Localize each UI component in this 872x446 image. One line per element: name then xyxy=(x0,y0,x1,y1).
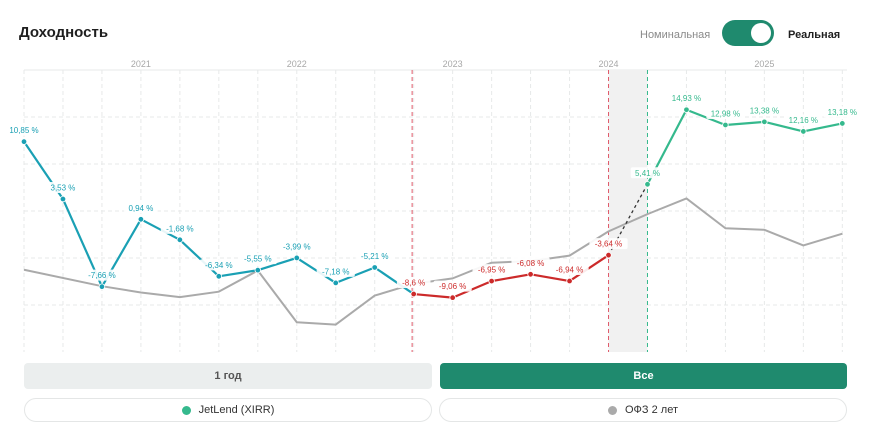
data-label: -1,68 % xyxy=(166,224,194,233)
data-point xyxy=(410,290,417,298)
data-label-bg xyxy=(355,250,394,262)
data-point xyxy=(527,271,534,278)
data-label-bg xyxy=(277,240,316,252)
data-point xyxy=(644,181,651,188)
data-label-bg xyxy=(46,182,80,194)
data-label: -3,99 % xyxy=(283,242,311,251)
data-point xyxy=(488,277,495,285)
x-tick-label: 2021 xyxy=(131,59,151,69)
data-label-bg xyxy=(82,269,122,281)
data-label-bg xyxy=(238,253,277,265)
data-point xyxy=(59,195,67,203)
data-label-bg xyxy=(823,106,862,118)
data-label-bg xyxy=(472,264,511,276)
data-label-bg xyxy=(667,92,706,104)
x-tick-label: 2023 xyxy=(443,59,463,69)
shaded-region xyxy=(608,70,648,352)
mode-nominal-label[interactable]: Номинальная xyxy=(640,29,711,41)
ofz-line xyxy=(23,197,843,326)
shaded-period xyxy=(608,70,648,352)
data-label-bg xyxy=(433,280,472,292)
data-label: 12,98 % xyxy=(711,109,740,118)
data-label-bg xyxy=(745,104,784,116)
ofz-series xyxy=(23,197,843,326)
data-label: -5,21 % xyxy=(361,252,389,261)
data-label-bg xyxy=(4,124,44,136)
data-label-bg xyxy=(706,107,745,119)
data-label: 13,38 % xyxy=(750,106,779,115)
data-point xyxy=(332,279,339,287)
x-tick-label: 2025 xyxy=(754,59,774,69)
data-label: 0,94 % xyxy=(128,204,153,213)
toggle-knob xyxy=(751,23,771,43)
legend-jetlend[interactable]: JetLend (XIRR) xyxy=(24,398,432,422)
data-label: -6,08 % xyxy=(517,259,545,268)
data-point xyxy=(839,120,846,127)
data-point xyxy=(254,266,262,274)
legend-ofz-marker xyxy=(607,405,617,415)
data-label: -9,06 % xyxy=(439,282,467,291)
period-markers xyxy=(411,70,648,352)
data-label: -6,34 % xyxy=(205,261,233,270)
data-point xyxy=(176,236,184,244)
data-label-bg xyxy=(160,222,199,234)
data-point xyxy=(98,283,106,290)
data-label: -5,55 % xyxy=(244,255,272,264)
jetlend-series xyxy=(20,106,846,301)
period-1-year-button[interactable]: 1 год xyxy=(24,363,432,389)
data-label: -7,66 % xyxy=(88,271,116,280)
legend-ofz[interactable]: ОФЗ 2 лет xyxy=(439,398,847,422)
data-label: 3,53 % xyxy=(51,184,76,193)
data-label-bg xyxy=(550,264,589,276)
data-label: 12,16 % xyxy=(789,116,818,125)
jetlend-line-segment xyxy=(413,254,610,299)
legend-ofz-label: ОФЗ 2 лет xyxy=(624,404,678,416)
x-tick-labels: 2021 2022 2023 2024 2025 xyxy=(131,59,775,69)
data-point xyxy=(137,216,145,223)
data-label: -6,94 % xyxy=(556,266,584,275)
data-label: -6,95 % xyxy=(478,266,506,275)
data-point xyxy=(371,264,378,271)
data-label-bg xyxy=(589,238,628,250)
data-point xyxy=(761,118,768,126)
chart-grid xyxy=(23,69,847,352)
legend-jetlend-marker xyxy=(181,405,191,415)
data-point xyxy=(683,106,690,113)
mode-toggle[interactable] xyxy=(722,20,774,46)
data-label: 13,18 % xyxy=(828,108,857,117)
data-label-bg xyxy=(630,167,665,179)
data-label-bg xyxy=(784,114,823,126)
data-label-bg xyxy=(124,202,158,214)
data-labels: 10,85 % 3,53 % -7,66 % 0,94 % -1,68 % -6,34 %… xyxy=(4,92,862,292)
data-label: 5,41 % xyxy=(635,169,660,178)
data-label-bg xyxy=(316,265,355,277)
data-point xyxy=(566,277,573,285)
legend-jetlend-label: JetLend (XIRR) xyxy=(198,404,275,416)
page-title: Доходность xyxy=(19,24,109,41)
data-label: -3,64 % xyxy=(595,240,623,249)
data-label-bg xyxy=(511,257,550,269)
data-point xyxy=(20,138,28,145)
data-point xyxy=(605,251,612,259)
data-point xyxy=(215,273,223,280)
data-point xyxy=(449,294,456,301)
x-tick-label: 2024 xyxy=(599,59,619,69)
data-label: -8,6 % xyxy=(402,279,425,288)
data-label: 14,93 % xyxy=(672,94,701,103)
data-point xyxy=(722,121,729,129)
data-label: -7,18 % xyxy=(322,267,350,276)
data-point xyxy=(293,254,300,262)
data-label-bg xyxy=(396,277,431,289)
data-label-bg xyxy=(199,259,238,271)
mode-real-label[interactable]: Реальная xyxy=(788,29,841,41)
period-all-button[interactable]: Все xyxy=(440,363,847,389)
jetlend-line-segment xyxy=(646,108,843,185)
data-label: 10,85 % xyxy=(9,126,38,135)
x-tick-label: 2022 xyxy=(287,59,307,69)
data-point xyxy=(800,128,807,135)
